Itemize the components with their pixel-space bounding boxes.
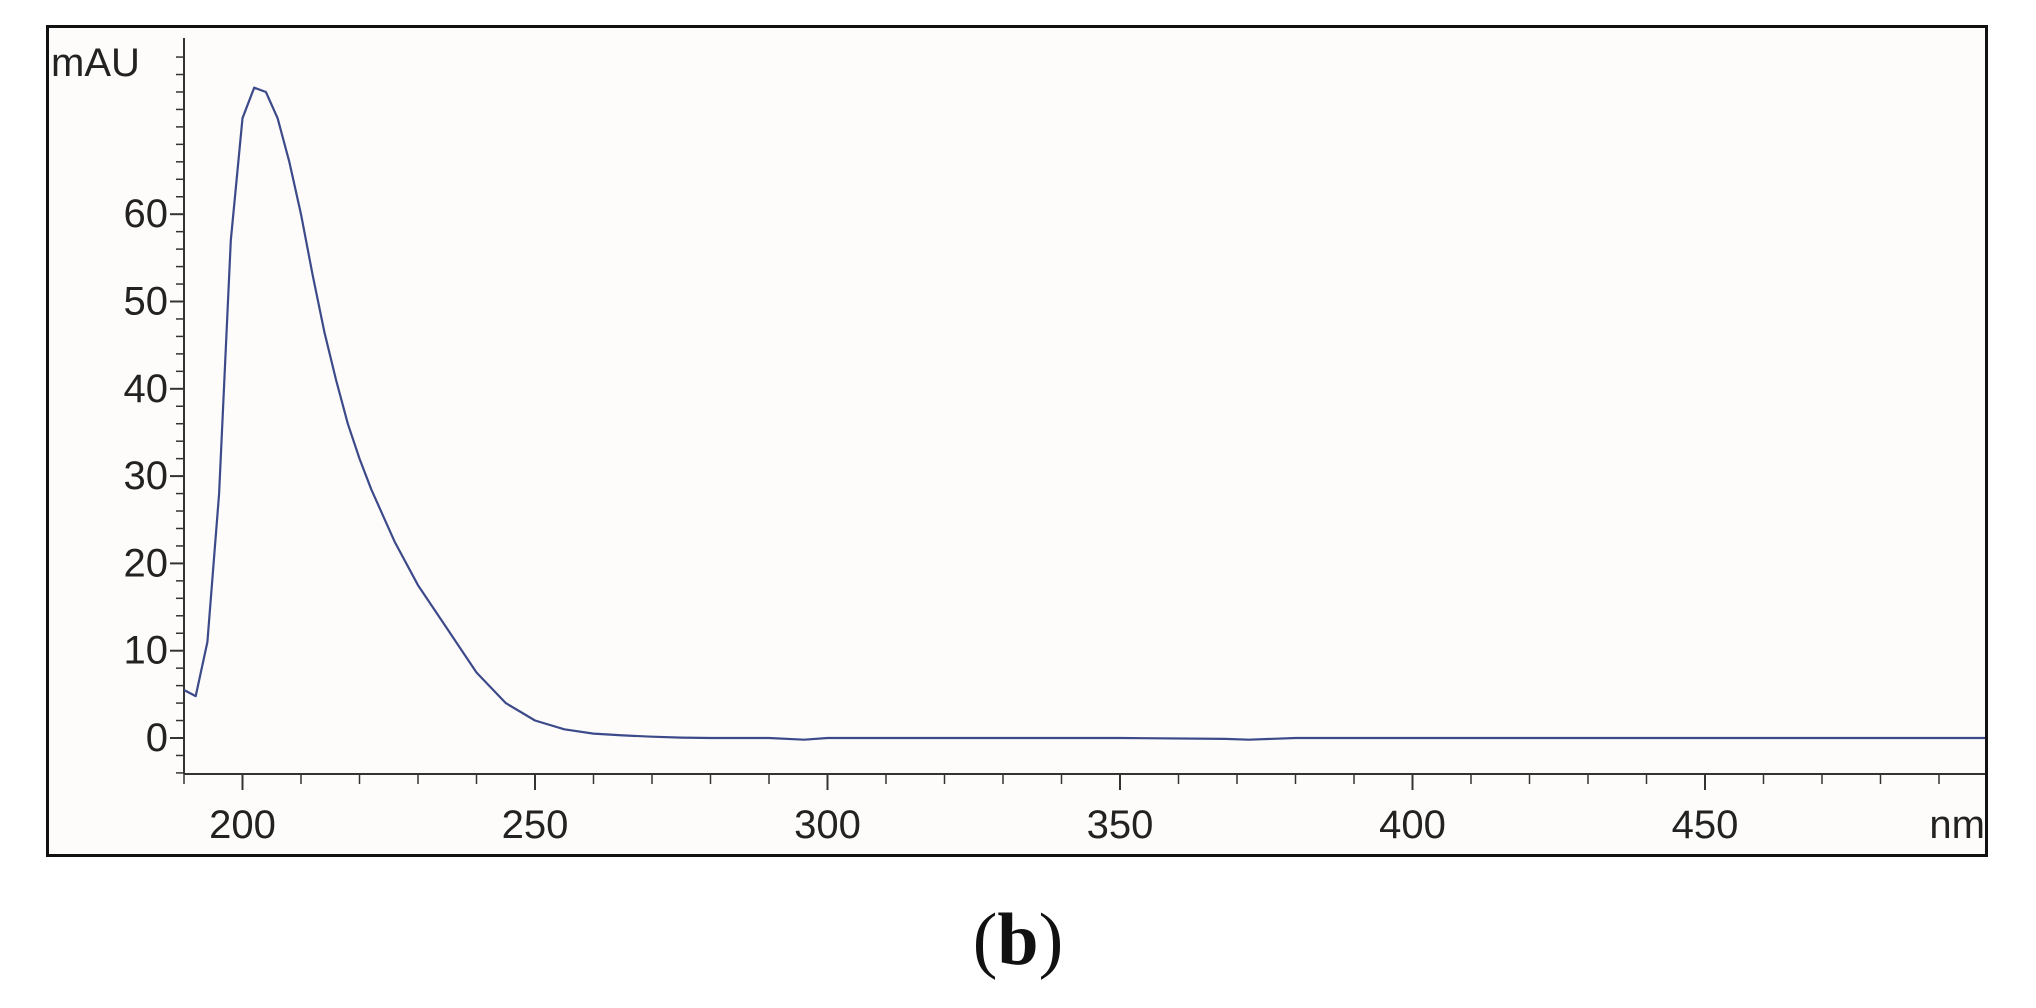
y-tick-label: 30: [124, 454, 169, 498]
uv-spectrum-chart: 0 10 20 30 40 50 60 200 250 300 350 400 450 mAU nm: [51, 38, 1985, 847]
x-tick-label: 400: [1379, 803, 1446, 847]
x-tick-label: 300: [794, 803, 861, 847]
y-tick-label: 10: [124, 629, 169, 673]
x-tick-label: 350: [1087, 803, 1154, 847]
y-tick-label: 0: [146, 716, 168, 760]
spectrum-line: [183, 86, 1985, 741]
y-axis-label: mAU: [51, 41, 140, 85]
x-tick-label: 450: [1672, 803, 1739, 847]
y-tick-label: 60: [124, 192, 169, 236]
y-tick-label: 40: [124, 367, 169, 411]
x-tick-label: 200: [209, 803, 276, 847]
x-axis-label: nm: [1929, 803, 1985, 847]
figure-caption: (b): [972, 899, 1064, 981]
y-tick-label: 50: [124, 280, 169, 324]
chart-frame: 0 10 20 30 40 50 60 200 250 300 350 400 450 mAU nm: [46, 25, 1988, 857]
caption-letter: b: [997, 899, 1039, 981]
y-tick-label: 20: [124, 541, 169, 585]
x-tick-label: 250: [502, 803, 569, 847]
